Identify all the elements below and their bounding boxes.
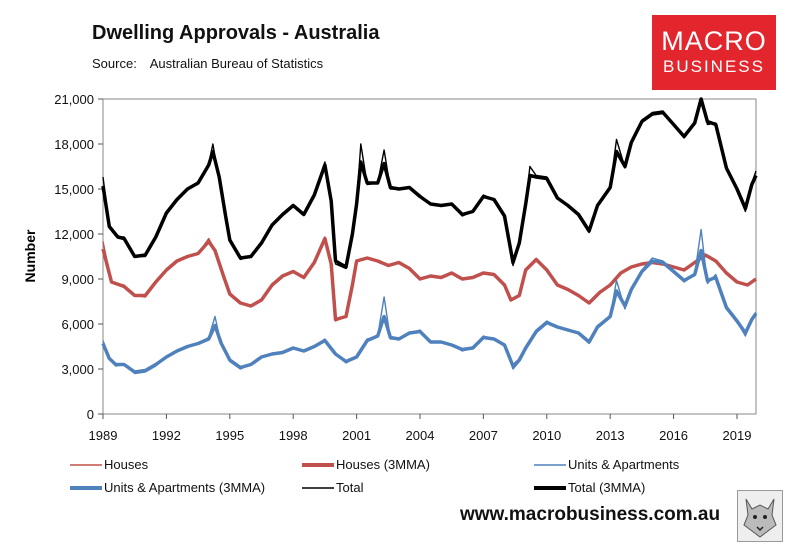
x-tick-label: 2010 xyxy=(532,428,561,443)
y-tick-label: 9,000 xyxy=(61,272,94,287)
y-tick-label: 15,000 xyxy=(54,182,94,197)
legend-entry: Total xyxy=(336,480,364,495)
legend-entry: Houses xyxy=(104,457,149,472)
y-tick-label: 18,000 xyxy=(54,137,94,152)
wolf-mascot-icon xyxy=(737,490,783,542)
x-tick-label: 1995 xyxy=(215,428,244,443)
plot-frame xyxy=(102,98,757,415)
website-url[interactable]: www.macrobusiness.com.au xyxy=(460,504,721,525)
x-tick-label: 2016 xyxy=(659,428,688,443)
y-axis-label: Number xyxy=(22,229,38,282)
y-tick-label: 0 xyxy=(87,407,94,422)
legend-entry: Units & Apartments xyxy=(568,457,680,472)
logo-line-1: MACRO xyxy=(661,26,767,56)
series-line-total xyxy=(102,98,757,270)
logo-line-2: BUSINESS xyxy=(663,57,765,76)
legend: Houses Houses (3MMA) Units & Apartments Uni… xyxy=(70,457,680,495)
source-label: Source: xyxy=(92,56,137,71)
y-tick-label: 12,000 xyxy=(54,227,94,242)
legend-entry: Houses (3MMA) xyxy=(336,457,430,472)
series-layer xyxy=(101,97,758,375)
y-tick-label: 6,000 xyxy=(61,317,94,332)
x-tick-label: 2004 xyxy=(406,428,435,443)
x-tick-label: 1998 xyxy=(279,428,308,443)
chart-title: Dwelling Approvals - Australia xyxy=(92,22,380,44)
x-tick-label: 1992 xyxy=(152,428,181,443)
series-line-units-apartments xyxy=(102,228,757,375)
legend-entry: Total (3MMA) xyxy=(568,480,645,495)
y-tick-label: 21,000 xyxy=(54,92,94,107)
x-tick-label: 2001 xyxy=(342,428,371,443)
macrobusiness-logo: MACRO BUSINESS xyxy=(652,15,776,90)
source-value: Australian Bureau of Statistics xyxy=(149,56,324,71)
x-tick-label: 2007 xyxy=(469,428,498,443)
source-line: Source: Australian Bureau of Statistics xyxy=(92,56,323,71)
x-tick-label: 1989 xyxy=(89,428,118,443)
y-tick-label: 3,000 xyxy=(61,362,94,377)
series-line-houses xyxy=(102,236,757,322)
x-axis: 1989 1992 1995 1998 2001 2004 2007 2010 2013 2016… xyxy=(89,414,752,443)
x-tick-label: 2019 xyxy=(723,428,752,443)
legend-entry: Units & Apartments (3MMA) xyxy=(104,480,265,495)
y-axis: 0 3,000 6,000 9,000 12,000 15,000 18,000 21,000 xyxy=(54,92,103,422)
x-tick-label: 2013 xyxy=(596,428,625,443)
